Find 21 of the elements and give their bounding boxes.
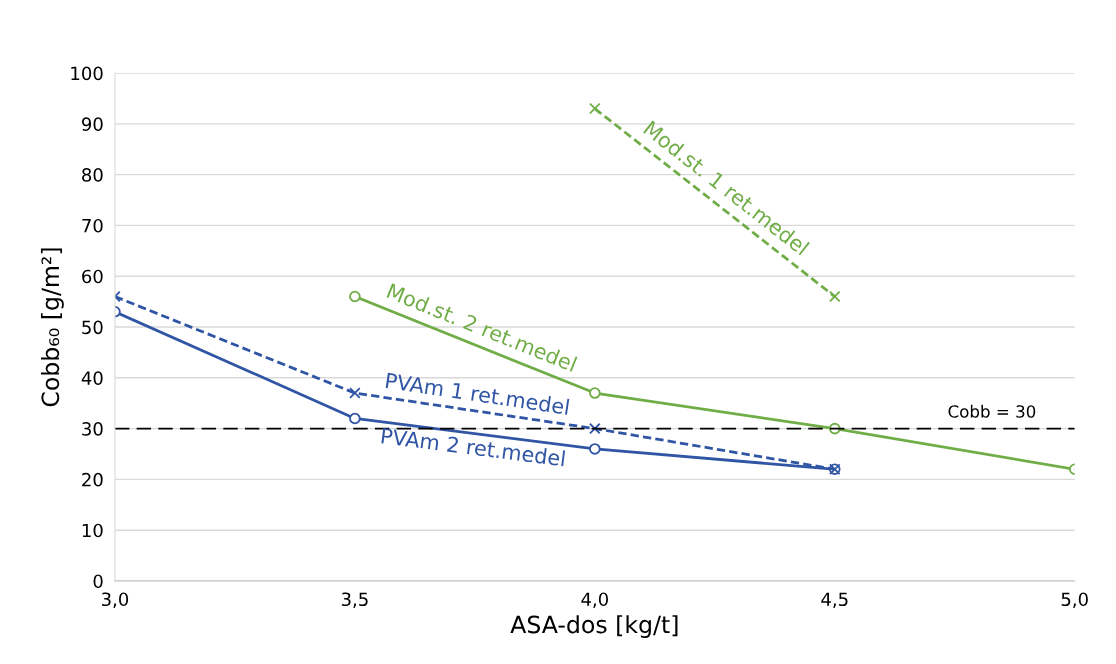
y-tick-label: 90 bbox=[82, 117, 103, 131]
y-tick-label: 20 bbox=[82, 472, 103, 487]
x-tick-label: 4,0 bbox=[581, 592, 608, 608]
y-tick-label: 30 bbox=[82, 422, 103, 436]
x-tick-label: 4,5 bbox=[821, 592, 848, 608]
y-tick-label: 70 bbox=[82, 218, 103, 233]
y-tick-label: 10 bbox=[82, 523, 103, 538]
x-axis-title: ASA-dos [kg/t] bbox=[510, 615, 678, 638]
text: PVAm 2 ret.medel bbox=[381, 427, 566, 467]
y-tick-label: 0 bbox=[93, 574, 103, 589]
y-axis-title: Cobb₆₀ [g/m²] bbox=[40, 248, 64, 407]
x-tick-label: 5,0 bbox=[1061, 592, 1088, 608]
y-tick-label: 40 bbox=[81, 371, 103, 385]
y-tick-label: 50 bbox=[82, 320, 103, 335]
x-tick-label: 3,0 bbox=[101, 592, 129, 608]
y-tick-label: 80 bbox=[82, 168, 103, 182]
text: PVAm 1 ret.medel bbox=[385, 372, 570, 416]
y-tick-label: 100 bbox=[71, 66, 103, 81]
x-tick-label: 3,5 bbox=[341, 592, 368, 608]
ref-line-label: Cobb = 30 bbox=[948, 404, 1036, 418]
y-tick-label: 60 bbox=[82, 269, 103, 284]
